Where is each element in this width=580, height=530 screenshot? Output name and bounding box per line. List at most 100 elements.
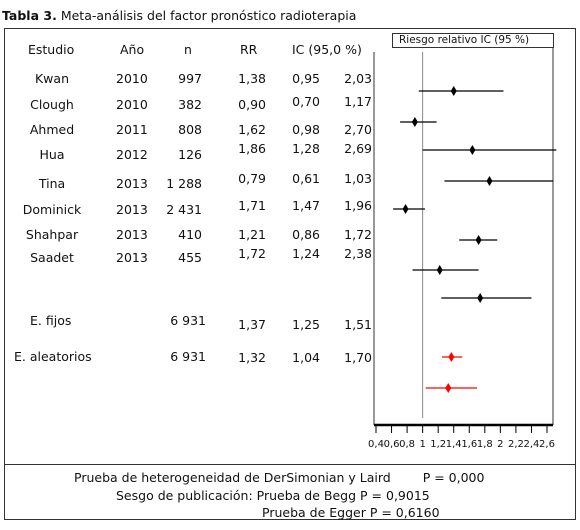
x-tick-label: 2,2 xyxy=(508,439,524,450)
study-name: Ahmed xyxy=(29,122,75,137)
heterogeneity-p: P = 0,000 xyxy=(422,470,485,485)
x-tick-label: 1,8 xyxy=(477,439,493,450)
study-ci-low: 0,86 xyxy=(292,227,320,242)
rr-marker xyxy=(469,145,476,155)
rr-marker xyxy=(445,383,452,393)
x-tick-label: 1,4 xyxy=(446,439,462,450)
study-rr: 0,90 xyxy=(238,97,266,112)
study-rr: 1,21 xyxy=(238,227,266,242)
rr-marker xyxy=(402,204,409,214)
study-n: 455 xyxy=(178,250,202,265)
pooled-name: E. aleatorios xyxy=(14,349,92,364)
rr-marker xyxy=(475,235,482,245)
x-tick-label: 2 xyxy=(497,439,503,450)
study-n: 410 xyxy=(178,227,202,242)
study-name: Shahpar xyxy=(25,227,79,242)
study-ci-high: 1,17 xyxy=(344,94,372,109)
header-rr: RR xyxy=(240,42,258,57)
study-rr: 1,72 xyxy=(238,246,266,261)
table-frame xyxy=(4,28,576,520)
begg-label: Sesgo de publicación: Prueba de Begg xyxy=(116,488,357,503)
study-ci-low: 1,24 xyxy=(292,246,320,261)
study-rr: 1,38 xyxy=(238,71,266,86)
study-ci-high: 1,03 xyxy=(344,171,372,186)
study-n: 997 xyxy=(178,71,202,86)
study-ci-high: 2,69 xyxy=(344,141,372,156)
caption-label: Tabla 3. xyxy=(2,8,57,23)
x-tick-label: 1,6 xyxy=(461,439,477,450)
caption-text: Meta-análisis del factor pronóstico radi… xyxy=(60,8,357,23)
study-name: Hua xyxy=(39,147,65,162)
pooled-n: 6 931 xyxy=(170,313,206,328)
header-ci: IC (95,0 %) xyxy=(292,42,362,57)
rr-marker xyxy=(450,86,457,96)
study-rr: 1,86 xyxy=(238,141,266,156)
footer-divider xyxy=(4,464,576,465)
rr-marker xyxy=(448,352,455,362)
x-tick-label: 2,4 xyxy=(524,439,540,450)
rr-marker xyxy=(477,293,484,303)
study-name: Clough xyxy=(30,97,74,112)
pooled-rr: 1,32 xyxy=(238,350,266,365)
study-n: 382 xyxy=(178,97,202,112)
study-ci-high: 1,96 xyxy=(344,198,372,213)
study-year: 2010 xyxy=(116,97,148,112)
study-year: 2013 xyxy=(116,250,148,265)
study-ci-high: 2,70 xyxy=(344,122,372,137)
study-name: Dominick xyxy=(22,202,82,217)
plot-title-box: Riesgo relativo IC (95 %) xyxy=(392,33,554,48)
study-year: 2012 xyxy=(116,147,148,162)
pooled-ci-low: 1,04 xyxy=(292,350,320,365)
x-tick-label: 0,8 xyxy=(399,439,415,450)
rr-marker xyxy=(411,117,418,127)
rr-marker xyxy=(436,265,443,275)
table-caption: Tabla 3. Meta-análisis del factor pronós… xyxy=(2,8,356,23)
study-ci-high: 1,72 xyxy=(344,227,372,242)
study-name: Tina xyxy=(38,176,66,191)
pooled-name: E. fijos xyxy=(30,313,72,328)
begg-test: Sesgo de publicación: Prueba de Begg P =… xyxy=(116,488,430,503)
x-tick-label: 2,6 xyxy=(539,439,555,450)
study-year: 2010 xyxy=(116,71,148,86)
header-n: n xyxy=(184,42,192,57)
study-n: 1 288 xyxy=(166,176,202,191)
study-ci-low: 1,28 xyxy=(292,141,320,156)
egger-label: Prueba de Egger xyxy=(262,505,366,520)
study-year: 2013 xyxy=(116,227,148,242)
pooled-ci-low: 1,25 xyxy=(292,317,320,332)
x-tick-label: 0,4 xyxy=(368,439,384,450)
study-n: 808 xyxy=(178,122,202,137)
study-rr: 1,62 xyxy=(238,122,266,137)
pooled-n: 6 931 xyxy=(170,349,206,364)
plot-title: Riesgo relativo IC (95 %) xyxy=(399,34,530,46)
study-year: 2013 xyxy=(116,202,148,217)
study-name: Kwan xyxy=(34,71,69,86)
study-year: 2011 xyxy=(116,122,148,137)
study-ci-low: 0,98 xyxy=(292,122,320,137)
study-ci-low: 0,95 xyxy=(292,71,320,86)
header-study: Estudio xyxy=(28,42,75,57)
x-tick-label: 0,6 xyxy=(384,439,400,450)
pooled-ci-high: 1,51 xyxy=(344,317,372,332)
study-n: 126 xyxy=(178,147,202,162)
x-tick-label: 1,2 xyxy=(430,439,446,450)
header-year: Año xyxy=(120,42,145,57)
study-ci-low: 0,61 xyxy=(292,171,320,186)
study-name: Saadet xyxy=(30,250,74,265)
egger-test: Prueba de Egger P = 0,6160 xyxy=(262,505,440,520)
study-rr: 0,79 xyxy=(238,171,266,186)
pooled-ci-high: 1,70 xyxy=(344,350,372,365)
study-ci-high: 2,03 xyxy=(344,71,372,86)
rr-marker xyxy=(486,176,493,186)
study-rr: 1,71 xyxy=(238,198,266,213)
study-ci-low: 1,47 xyxy=(292,198,320,213)
x-tick-label: 1 xyxy=(419,439,425,450)
study-ci-high: 2,38 xyxy=(344,246,372,261)
study-ci-low: 0,70 xyxy=(292,94,320,109)
study-n: 2 431 xyxy=(166,202,202,217)
egger-p: P = 0,6160 xyxy=(369,505,440,520)
pooled-rr: 1,37 xyxy=(238,317,266,332)
begg-p: P = 0,9015 xyxy=(360,488,430,503)
heterogeneity-label: Prueba de heterogeneidad de DerSimonian … xyxy=(74,470,391,485)
